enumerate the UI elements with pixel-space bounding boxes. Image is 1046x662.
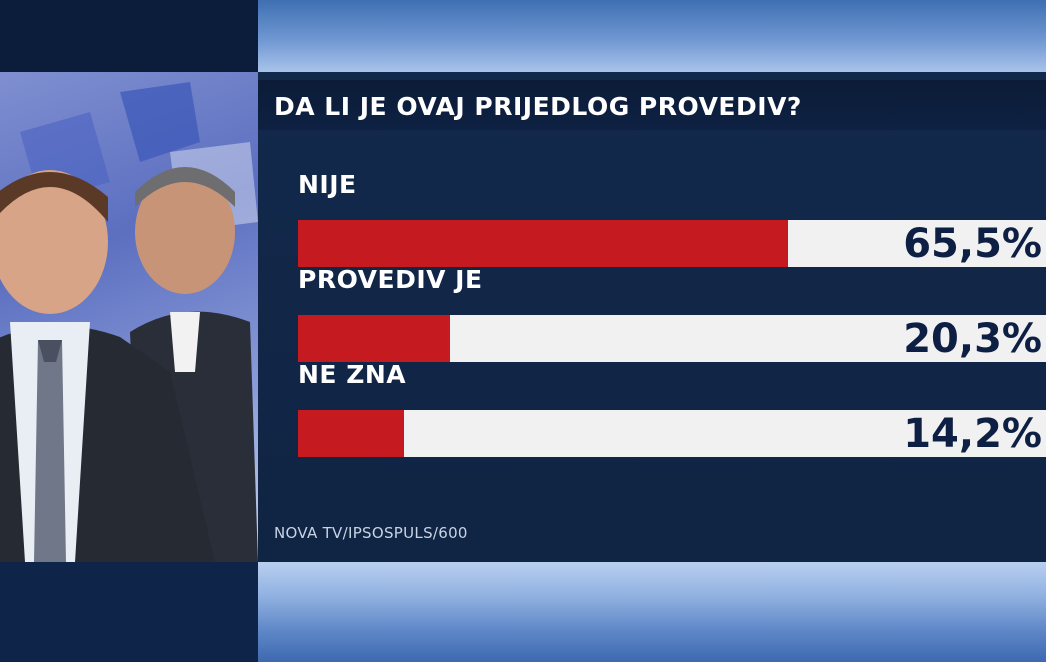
bar-label: NIJE [298, 170, 357, 199]
bar-track: 20,3% [298, 315, 1046, 362]
header-band-left [0, 0, 258, 72]
bar-fill [298, 315, 450, 362]
politicians-photo [0, 72, 258, 562]
bar-label: PROVEDIV JE [298, 265, 483, 294]
bar-value-label: 20,3% [903, 316, 1042, 362]
bar-label: NE ZNA [298, 360, 407, 389]
bar-fill [298, 410, 404, 457]
question-header: DA LI JE OVAJ PRIJEDLOG PROVEDIV? [258, 80, 1046, 130]
chart-title: DA LI JE OVAJ PRIJEDLOG PROVEDIV? [274, 92, 802, 121]
bar-value-label: 14,2% [903, 411, 1042, 457]
bar-fill [298, 220, 788, 267]
bar-track: 65,5% [298, 220, 1046, 267]
footer-sky-band [258, 562, 1046, 662]
chart-panel: DA LI JE OVAJ PRIJEDLOG PROVEDIV? NIJE 6… [258, 72, 1046, 562]
source-note: NOVA TV/IPSOSPULS/600 [274, 524, 468, 542]
footer-band-left [0, 562, 258, 662]
bar-track: 14,2% [298, 410, 1046, 457]
bar-value-label: 65,5% [903, 221, 1042, 267]
header-sky-band [258, 0, 1046, 72]
